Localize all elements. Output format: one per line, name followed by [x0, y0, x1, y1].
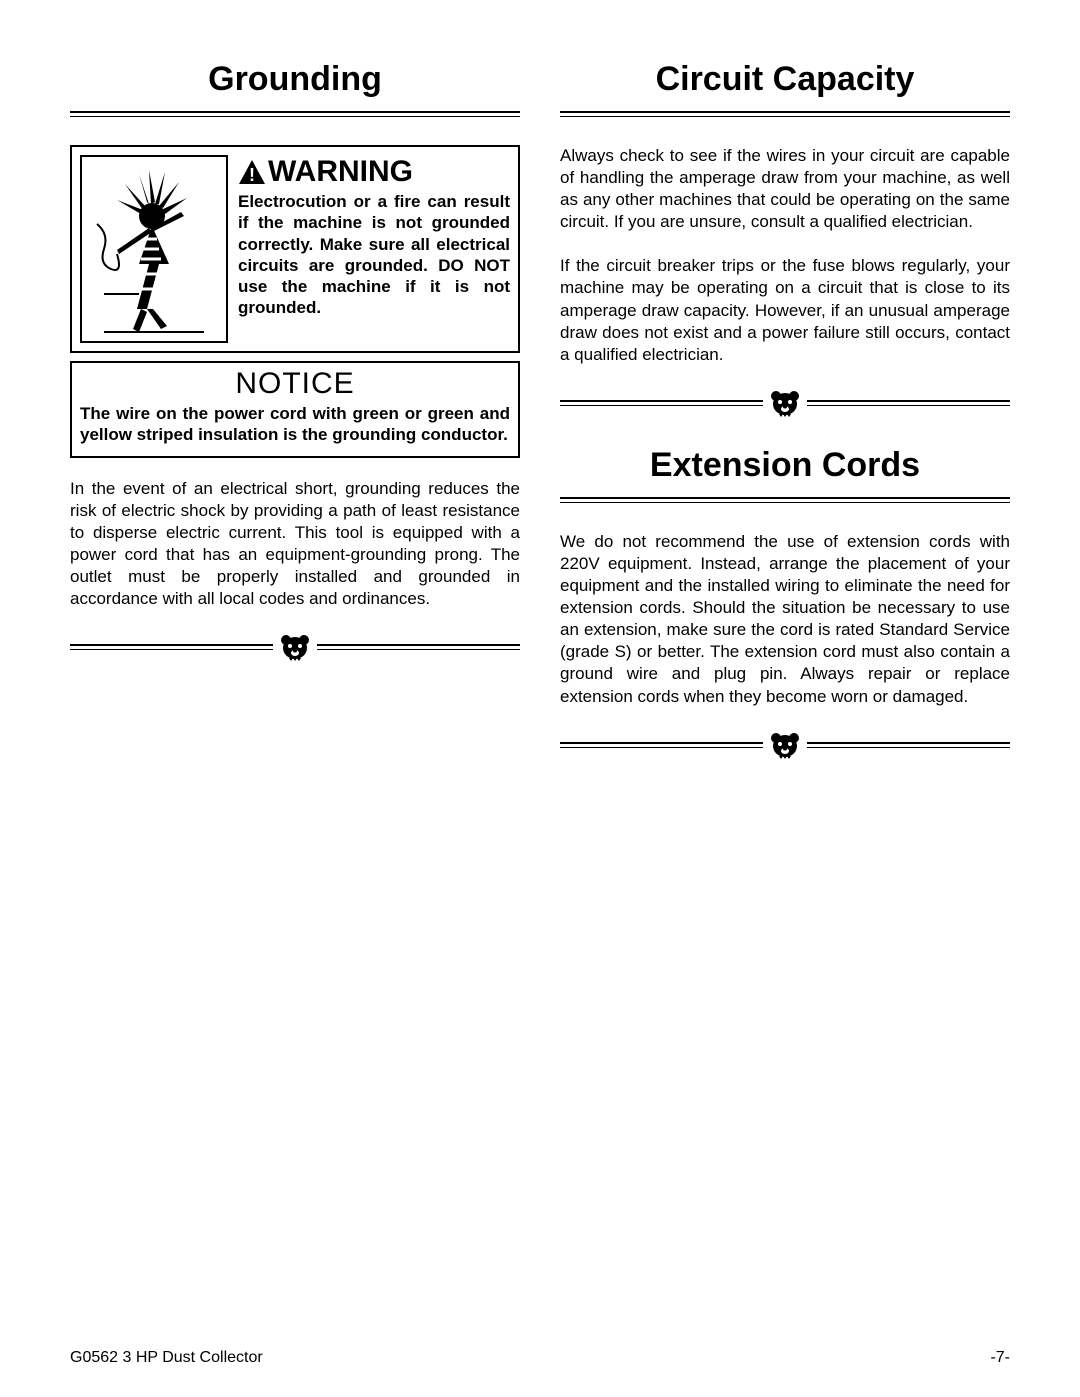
right-column: Circuit Capacity Always check to see if … [560, 60, 1010, 1329]
title-rule [70, 111, 520, 117]
section-divider [70, 632, 520, 662]
warning-box: ! WARNING Electrocution or a fire can re… [70, 145, 520, 353]
section-divider [560, 388, 1010, 418]
electrocution-icon-box [80, 155, 228, 343]
extension-p1: We do not recommend the use of extension… [560, 531, 1010, 708]
svg-text:!: ! [249, 165, 255, 185]
warning-body-text: Electrocution or a fire can result if th… [238, 191, 510, 319]
divider-line [560, 742, 763, 748]
warning-content: ! WARNING Electrocution or a fire can re… [238, 155, 510, 343]
content-columns: Grounding [70, 60, 1010, 1329]
circuit-p2: If the circuit breaker trips or the fuse… [560, 255, 1010, 365]
warning-header: ! WARNING [238, 155, 510, 189]
warning-triangle-icon: ! [238, 159, 266, 185]
notice-header: NOTICE [80, 367, 510, 401]
footer-product: G0562 3 HP Dust Collector [70, 1349, 263, 1367]
divider-line [807, 742, 1010, 748]
footer-page-number: -7- [990, 1349, 1010, 1367]
bear-icon [769, 388, 801, 418]
bear-icon [279, 632, 311, 662]
title-rule [560, 111, 1010, 117]
divider-line [317, 644, 520, 650]
page-footer: G0562 3 HP Dust Collector -7- [70, 1349, 1010, 1367]
left-column: Grounding [70, 60, 520, 1329]
grounding-title: Grounding [70, 60, 520, 99]
electrocution-icon [89, 164, 219, 334]
notice-body-text: The wire on the power cord with green or… [80, 403, 510, 446]
notice-box: NOTICE The wire on the power cord with g… [70, 361, 520, 458]
section-divider [560, 730, 1010, 760]
warning-header-text: WARNING [268, 155, 413, 189]
grounding-body: In the event of an electrical short, gro… [70, 478, 520, 611]
extension-cords-title: Extension Cords [560, 446, 1010, 485]
circuit-capacity-title: Circuit Capacity [560, 60, 1010, 99]
bear-icon [769, 730, 801, 760]
divider-line [560, 400, 763, 406]
circuit-p1: Always check to see if the wires in your… [560, 145, 1010, 233]
divider-line [807, 400, 1010, 406]
divider-line [70, 644, 273, 650]
title-rule [560, 497, 1010, 503]
